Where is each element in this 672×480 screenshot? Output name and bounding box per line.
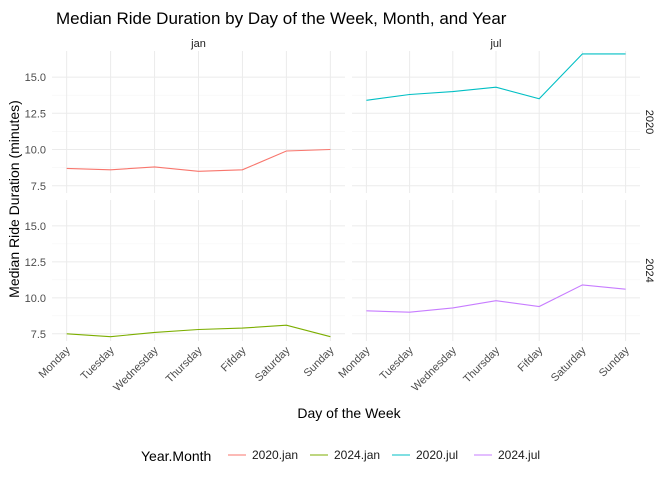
series-line-2020.jul [366,53,626,101]
legend-label: 2020.jul [416,448,458,462]
y-tick-label: 7.5 [31,329,46,341]
legend-item-2024.jan: 2024.jan [310,448,380,462]
x-tick-label: Monday [336,344,373,381]
x-axis-title: Day of the Week [297,405,401,421]
y-tick-label: 10.0 [25,145,46,157]
x-tick-label: Thursday [461,344,502,385]
panel-jul-2020 [352,51,640,193]
x-tick-label: Monday [37,344,74,381]
x-tick-label: Saturday [549,344,589,384]
legend: Year.Month 2020.jan 2024.jan 2020.jul 2024.… [141,448,540,464]
chart-title: Median Ride Duration by Day of the Week,… [56,9,507,28]
x-tick-label: Sunday [597,344,632,379]
y-tick-label: 12.5 [25,257,46,269]
strip-label-2020: 2020 [643,110,655,134]
x-tick-label: Fifday [219,344,249,374]
legend-label: 2024.jan [334,448,380,462]
x-tick-label: Sunday [302,344,337,379]
strip-label-2024: 2024 [643,258,655,282]
panel-jan-2020 [52,51,345,193]
y-tick-label: 15.0 [25,221,46,233]
strip-label-jan: jan [190,38,206,50]
x-tick-label: Wednesday [410,344,460,394]
y-tick-label: 10.0 [25,293,46,305]
legend-label: 2024.jul [498,448,540,462]
legend-item-2024.jul: 2024.jul [474,448,540,462]
panel-jul-2024 [352,200,640,341]
series-line-2024.jul [366,284,626,313]
facet-panels: jan jul 2020 2024 7.5 10.0 12.5 15.0 7.5 10.0 12.5… [25,38,655,394]
x-tick-label: Tuesday [378,344,416,382]
legend-item-2020.jul: 2020.jul [392,448,458,462]
x-tick-label: Wednesday [111,344,161,394]
series-line-2020.jan [66,148,331,172]
x-tick-label: Thursday [164,344,205,385]
y-axis-title: Median Ride Duration (minutes) [6,100,22,298]
x-tick-label: Fifday [516,344,546,374]
y-tick-label: 12.5 [25,108,46,120]
x-tick-label: Tuesday [79,344,117,382]
y-tick-label: 15.0 [25,72,46,84]
series-line-2024.jan [66,324,331,338]
panel-jan-2024 [52,200,345,341]
y-tick-label: 7.5 [31,181,46,193]
strip-label-jul: jul [489,38,501,50]
x-tick-label: Saturday [253,344,293,384]
legend-item-2020.jan: 2020.jan [228,448,298,462]
legend-label: 2020.jan [252,448,298,462]
legend-title: Year.Month [141,448,211,464]
